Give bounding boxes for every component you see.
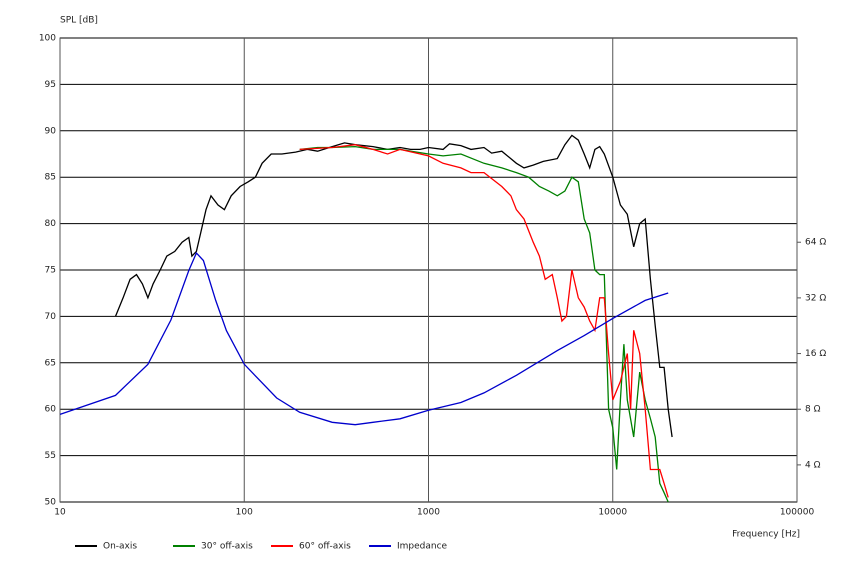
y2-tick-label: 32 Ω xyxy=(805,293,826,303)
y-tick-label: 70 xyxy=(45,312,57,322)
x-tick-label: 100 xyxy=(236,508,253,518)
series-line xyxy=(114,134,673,438)
y2-tick-label: 16 Ω xyxy=(805,349,826,359)
x-tick-label: 10000 xyxy=(598,508,627,518)
y2-tick-label: 8 Ω xyxy=(805,405,821,415)
y-tick-label: 80 xyxy=(45,219,57,229)
series-line xyxy=(59,251,669,426)
x-tick-label: 10 xyxy=(54,508,66,518)
x-tick-label: 100000 xyxy=(780,508,815,518)
y-tick-label: 95 xyxy=(45,80,56,90)
series-line xyxy=(299,145,669,503)
y2-tick-label: 64 Ω xyxy=(805,238,826,248)
y-tick-label: 75 xyxy=(45,266,56,276)
y-tick-label: 90 xyxy=(45,126,57,136)
legend-label: 60° off-axis xyxy=(299,542,351,552)
y-tick-label: 60 xyxy=(45,405,57,415)
y-tick-label: 100 xyxy=(39,34,56,44)
y-tick-label: 85 xyxy=(45,173,56,183)
legend-label: On-axis xyxy=(103,542,137,552)
legend-label: Impedance xyxy=(397,542,448,552)
legend-label: 30° off-axis xyxy=(201,542,253,552)
x-axis-label: Frequency [Hz] xyxy=(732,530,800,540)
y-axis-label: SPL [dB] xyxy=(60,16,98,26)
x-tick-label: 1000 xyxy=(417,508,440,518)
y-tick-label: 65 xyxy=(45,358,56,368)
y-tick-label: 55 xyxy=(45,451,56,461)
y2-tick-label: 4 Ω xyxy=(805,460,821,470)
y-tick-label: 50 xyxy=(45,498,57,508)
series-line xyxy=(299,144,669,498)
